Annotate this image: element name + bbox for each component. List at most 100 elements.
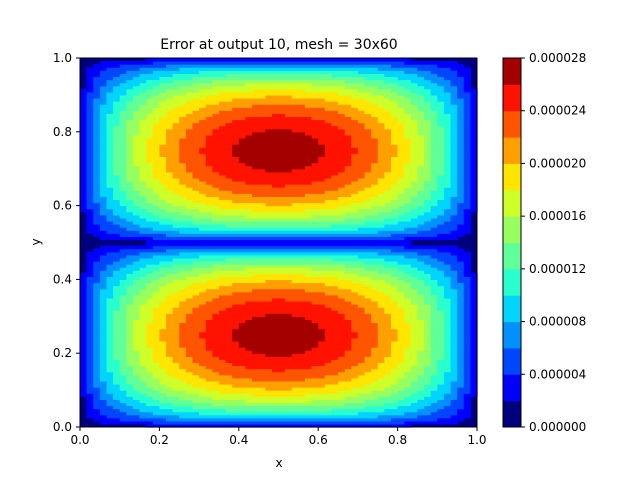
contour-cell	[113, 260, 134, 265]
contour-cell	[410, 113, 425, 118]
contour-cell	[86, 113, 94, 118]
contour-cell	[86, 141, 94, 145]
contour-cell	[424, 116, 438, 121]
contour-cell	[232, 383, 326, 388]
contour-cell	[126, 227, 154, 231]
contour-cell	[463, 122, 471, 127]
contour-cell	[430, 359, 438, 364]
contour-cell	[139, 128, 154, 133]
contour-cell	[318, 325, 352, 330]
contour-cell	[397, 285, 412, 290]
contour-cell	[430, 144, 445, 148]
contour-cell	[99, 177, 108, 182]
contour-cell	[152, 107, 174, 111]
contour-cell	[139, 408, 174, 413]
contour-cell	[126, 288, 141, 293]
contour-cell	[450, 97, 465, 102]
y-tick-label: 0.2	[53, 346, 72, 360]
contour-cell	[132, 334, 147, 339]
contour-cell	[443, 328, 452, 333]
contour-cell	[397, 116, 412, 121]
contour-cell	[126, 91, 141, 96]
contour-cell	[463, 199, 471, 204]
contour-cell	[80, 184, 88, 188]
contour-cell	[139, 251, 180, 256]
contour-cell	[132, 159, 147, 164]
contour-cell	[113, 128, 127, 133]
contour-cell	[132, 328, 147, 333]
contour-cell	[417, 122, 432, 127]
contour-cell	[139, 310, 154, 314]
contour-cell	[139, 67, 180, 71]
contour-cell	[232, 153, 326, 157]
contour-cell	[450, 137, 458, 142]
contour-cell	[377, 414, 419, 419]
contour-cell	[450, 150, 458, 154]
contour-cell	[344, 128, 372, 133]
x-tick-label: 0.2	[150, 433, 169, 447]
contour-cell	[410, 322, 425, 327]
contour-cell	[384, 73, 419, 78]
contour-cell	[470, 307, 478, 311]
contour-cell	[443, 147, 452, 151]
contour-cell	[417, 251, 452, 256]
contour-cell	[417, 67, 452, 71]
contour-cell	[457, 288, 465, 293]
contour-cell	[463, 383, 471, 388]
contour-cell	[119, 116, 134, 121]
contour-cell	[463, 377, 471, 382]
contour-cell	[106, 162, 114, 167]
contour-cell	[126, 334, 134, 339]
contour-cell	[457, 184, 465, 188]
colorbar-tick-label: 0.000004	[529, 367, 586, 381]
contour-cell	[93, 340, 101, 345]
contour-cell	[430, 273, 445, 277]
contour-cell	[424, 340, 432, 345]
contour-cell	[430, 319, 445, 324]
contour-cell	[470, 159, 478, 164]
contour-cell	[457, 168, 465, 173]
contour-cell	[404, 319, 425, 324]
contour-cell	[437, 187, 445, 191]
contour-cell	[357, 190, 385, 194]
contour-cell	[205, 337, 233, 342]
contour-cell	[311, 162, 352, 167]
contour-cell	[185, 91, 220, 96]
contour-cell	[146, 113, 167, 118]
contour-cell	[404, 134, 425, 139]
contour-cell	[424, 282, 438, 287]
contour-cell	[212, 313, 266, 317]
contour-cell	[146, 101, 160, 105]
contour-cell	[377, 141, 392, 145]
contour-cell	[132, 181, 147, 185]
contour-cell	[443, 144, 452, 148]
contour-cell	[338, 205, 372, 210]
contour-cell	[212, 211, 346, 216]
contour-cell	[152, 347, 167, 351]
contour-cell	[119, 387, 134, 391]
contour-cell	[99, 396, 114, 400]
contour-cell	[80, 134, 88, 139]
contour-cell	[93, 273, 101, 277]
contour-cell	[397, 300, 412, 305]
contour-cell	[179, 67, 379, 71]
contour-cell	[199, 304, 233, 308]
contour-cell	[106, 184, 121, 188]
y-axis: 0.00.20.40.60.81.0	[53, 51, 80, 434]
contour-cell	[80, 187, 88, 191]
contour-cell	[192, 82, 247, 87]
contour-cell	[119, 122, 127, 127]
contour-cell	[152, 171, 174, 176]
contour-cell	[106, 383, 121, 388]
contour-cell	[304, 316, 346, 320]
contour-cell	[424, 150, 432, 154]
contour-cell	[179, 85, 213, 90]
contour-cell	[80, 331, 88, 336]
contour-cell	[99, 325, 108, 330]
contour-cell	[377, 119, 399, 124]
contour-cell	[106, 282, 121, 287]
contour-cell	[159, 377, 180, 382]
contour-cell	[146, 365, 160, 370]
contour-cell	[159, 104, 180, 108]
contour-cell	[99, 331, 108, 336]
